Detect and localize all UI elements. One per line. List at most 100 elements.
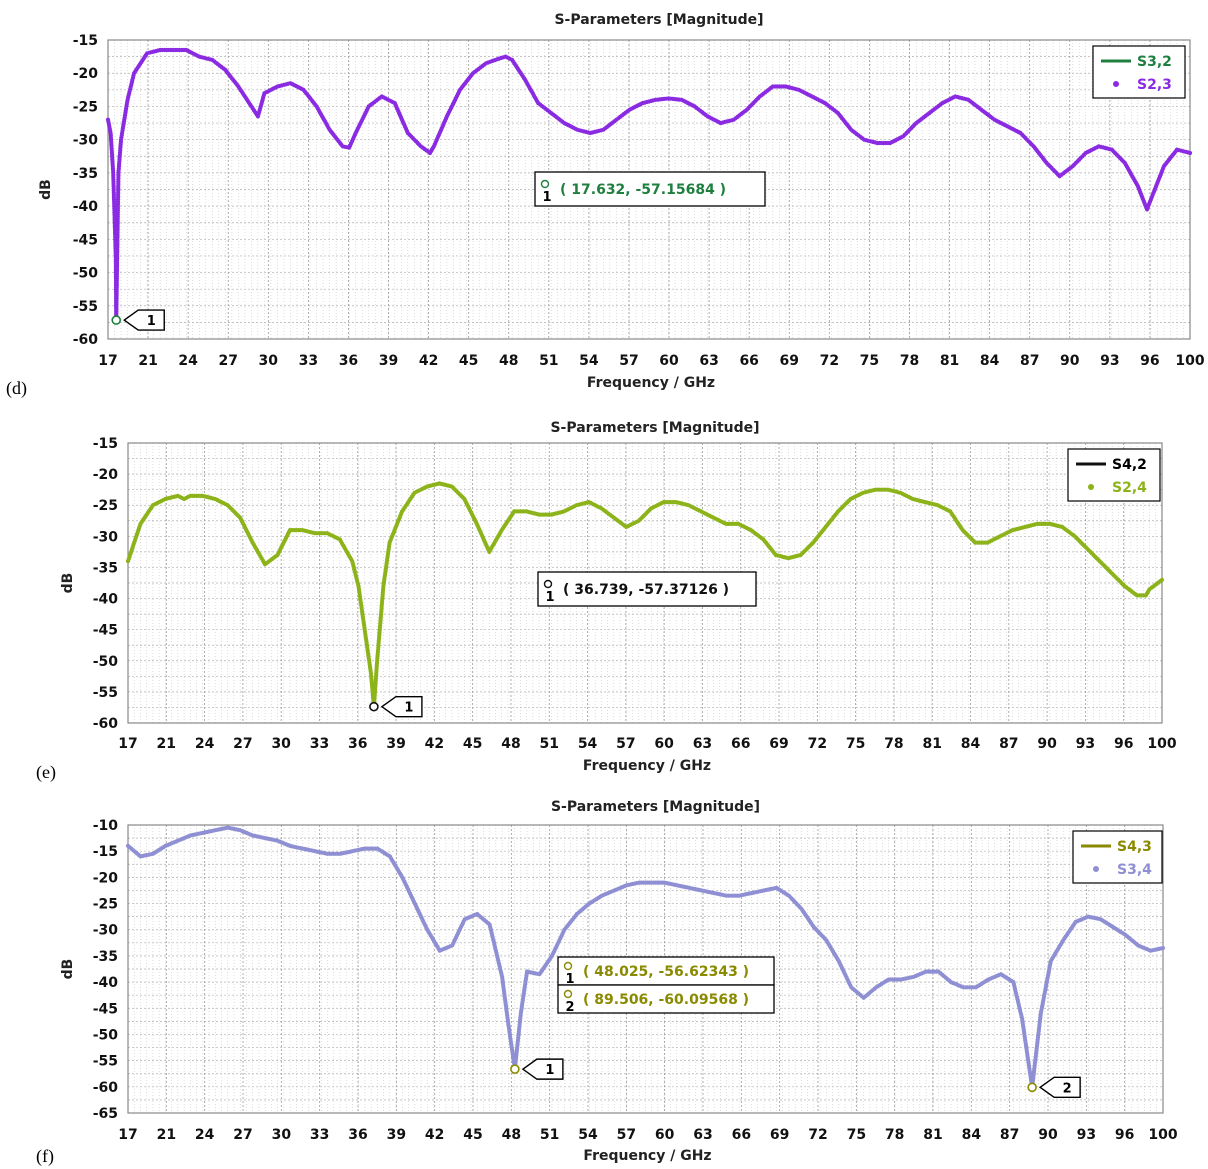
x-tick-label: 54: [579, 353, 599, 369]
legend-entry: S2,4: [1112, 480, 1147, 496]
x-tick-label: 42: [425, 736, 444, 752]
x-tick-label: 24: [195, 736, 215, 752]
x-tick-label: 93: [1076, 736, 1095, 752]
x-tick-label: 84: [961, 736, 981, 752]
series-markers-S2-3: [105, 47, 1193, 323]
legend-swatch-marker: [1093, 866, 1099, 872]
x-tick-label: 54: [578, 736, 598, 752]
x-tick-label: 48: [501, 736, 520, 752]
marker-1-dot: [510, 1064, 520, 1074]
legend-entry: S4,2: [1112, 457, 1147, 473]
annotation-marker-icon: [543, 579, 553, 589]
series-point: [1159, 577, 1165, 582]
x-axis-title: Frequency / GHz: [583, 1148, 711, 1164]
x-tick-label: 39: [386, 736, 405, 752]
x-tick-label: 57: [617, 1127, 636, 1143]
y-tick-label: -50: [93, 654, 119, 670]
y-tick-label: -40: [93, 592, 119, 608]
marker-1-flag: [123, 309, 165, 331]
marker-2-flag: [1038, 1076, 1081, 1099]
chart-panel-f: S-Parameters [Magnitude] 17 21 24 27 30 33 36 39…: [0, 790, 1208, 1169]
legend-swatch-marker: [1088, 484, 1094, 490]
x-tick-label: 90: [1037, 736, 1057, 752]
x-tick-label: 30: [272, 1127, 292, 1143]
annotation-marker-id: 1: [545, 590, 554, 605]
x-tick-label: 96: [1140, 353, 1159, 369]
y-tick-label: -40: [93, 975, 119, 991]
chart-svg-e: S-Parameters [Magnitude]17 21 24 27 30 33 36 39…: [60, 420, 1177, 774]
x-tick-label: 45: [463, 1127, 482, 1143]
x-tick-label: 81: [940, 353, 959, 369]
y-tick-label: -55: [73, 299, 98, 315]
x-tick-label: 17: [98, 353, 117, 369]
x-tick-label: 27: [218, 353, 237, 369]
y-tick-label: -25: [93, 498, 118, 514]
annotation-marker-id: 1: [565, 972, 574, 987]
x-tick-label: 72: [820, 353, 839, 369]
x-tick-label: 84: [962, 1127, 982, 1143]
y-tick-label: -60: [93, 716, 119, 732]
x-tick-label: 36: [348, 1127, 367, 1143]
y-axis-title: dB: [38, 179, 54, 200]
marker-1-label: 1: [147, 314, 156, 329]
chart-panel-d: S-Parameters [Magnitude] 17 21 24 27 30 33 36 39…: [0, 0, 1208, 400]
x-tick-label: 33: [310, 736, 329, 752]
x-tick-label: 36: [339, 353, 358, 369]
x-tick-label: 93: [1077, 1127, 1096, 1143]
y-tick-label: -25: [73, 99, 98, 115]
x-tick-label: 69: [770, 1127, 789, 1143]
legend-entry: S4,3: [1117, 839, 1152, 855]
legend-swatch-marker: [1113, 81, 1119, 87]
y-tick-label: -35: [93, 949, 118, 965]
chart-panel-e: S-Parameters [Magnitude] 17 21 24 27 30 33 36 39…: [0, 405, 1208, 785]
x-tick-label: 90: [1038, 1127, 1058, 1143]
y-tick-label: -25: [93, 897, 118, 913]
x-tick-label: 24: [195, 1127, 215, 1143]
marker-1-label: 1: [404, 701, 413, 716]
chart-title: S-Parameters [Magnitude]: [554, 12, 763, 28]
y-tick-label: -50: [93, 1027, 119, 1043]
legend-box: [1072, 830, 1163, 884]
x-tick-label: 33: [310, 1127, 329, 1143]
y-tick-label: -65: [93, 1106, 118, 1122]
x-tick-label: 96: [1115, 1127, 1134, 1143]
y-tick-label: -45: [93, 623, 118, 639]
x-tick-label: 72: [808, 736, 827, 752]
x-tick-label: 42: [419, 353, 438, 369]
x-tick-label: 60: [659, 353, 679, 369]
y-tick-label: -30: [93, 529, 119, 545]
x-tick-label: 69: [769, 736, 788, 752]
x-tick-label: 78: [885, 1127, 904, 1143]
x-tick-label: 45: [463, 736, 482, 752]
x-tick-label: 39: [387, 1127, 406, 1143]
y-tick-label: -15: [73, 33, 98, 49]
x-tick-label: 51: [540, 736, 559, 752]
plot-frame: [107, 39, 1191, 340]
x-tick-label: 54: [578, 1127, 598, 1143]
chart-svg-d: S-Parameters [Magnitude]17 21 24 27 30 33 36 39…: [38, 12, 1205, 391]
y-tick-label: -30: [73, 133, 99, 149]
annotation-text: ( 89.506, -60.09568 ): [583, 992, 749, 1008]
y-tick-label: -60: [93, 1080, 119, 1096]
annotation-box: [537, 571, 757, 607]
marker-1-flag: [521, 1058, 564, 1080]
y-axis-title: dB: [60, 959, 76, 980]
marker-1-flag: [380, 695, 423, 718]
series-markers-S2-4: [125, 481, 1165, 709]
x-tick-label: 36: [348, 736, 367, 752]
x-tick-label: 21: [157, 736, 176, 752]
annotation-box: [557, 956, 775, 986]
x-tick-label: 27: [233, 1127, 252, 1143]
x-tick-label: 72: [808, 1127, 827, 1143]
x-tick-label: 100: [1148, 1127, 1177, 1143]
x-tick-label: 60: [654, 736, 674, 752]
x-tick-label: 78: [884, 736, 903, 752]
x-tick-label: 27: [233, 736, 252, 752]
x-tick-label: 90: [1060, 353, 1080, 369]
series-point: [1187, 150, 1193, 156]
x-tick-label: 63: [699, 353, 718, 369]
annotation-marker-id: 2: [565, 1000, 574, 1015]
x-tick-label: 66: [732, 1127, 751, 1143]
chart-svg-f: S-Parameters [Magnitude]17 21 24 27 30 33 36 39…: [60, 799, 1178, 1164]
x-tick-label: 30: [271, 736, 291, 752]
